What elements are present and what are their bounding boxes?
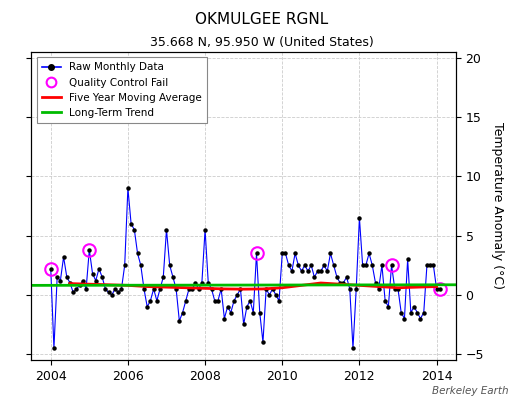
Legend: Raw Monthly Data, Quality Control Fail, Five Year Moving Average, Long-Term Tren: Raw Monthly Data, Quality Control Fail, … [37,57,207,123]
Text: 35.668 N, 95.950 W (United States): 35.668 N, 95.950 W (United States) [150,36,374,49]
Text: Berkeley Earth: Berkeley Earth [432,386,508,396]
Text: OKMULGEE RGNL: OKMULGEE RGNL [195,12,329,27]
Y-axis label: Temperature Anomaly (°C): Temperature Anomaly (°C) [490,122,504,290]
